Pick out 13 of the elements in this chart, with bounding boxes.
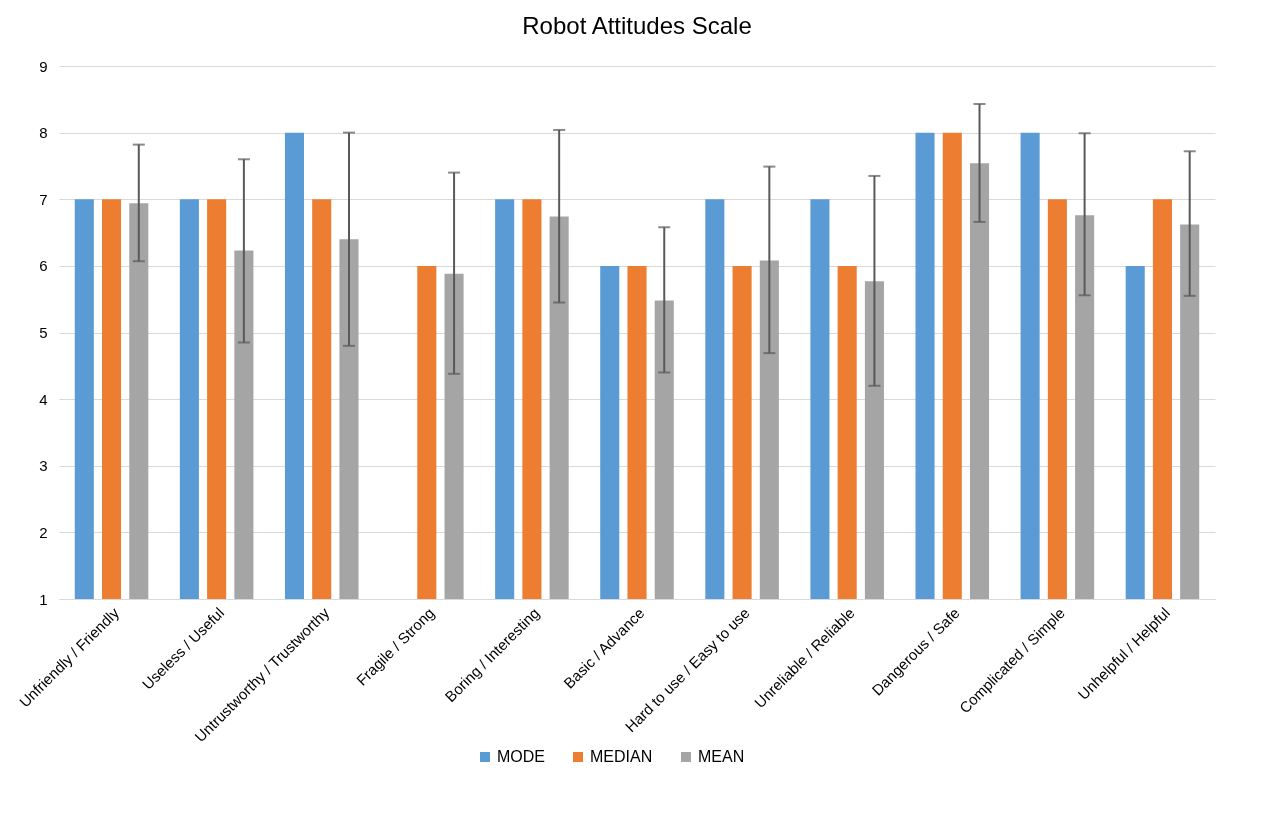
y-tick-label: 9 (39, 57, 48, 75)
y-tick-label: 1 (39, 590, 48, 608)
y-tick-label: 6 (39, 257, 48, 275)
legend-label: MEAN (698, 748, 745, 765)
y-tick-label: 4 (39, 390, 48, 408)
legend-label: MODE (497, 748, 545, 765)
y-tick-label: 8 (39, 124, 48, 142)
y-tick-label: 7 (39, 190, 48, 208)
y-tick-label: 2 (39, 523, 48, 541)
chart-title: Robot Attitudes Scale (522, 12, 752, 39)
y-tick-label: 5 (39, 324, 48, 341)
legend-label: MEDIAN (590, 748, 653, 765)
y-tick-label: 3 (39, 457, 48, 475)
